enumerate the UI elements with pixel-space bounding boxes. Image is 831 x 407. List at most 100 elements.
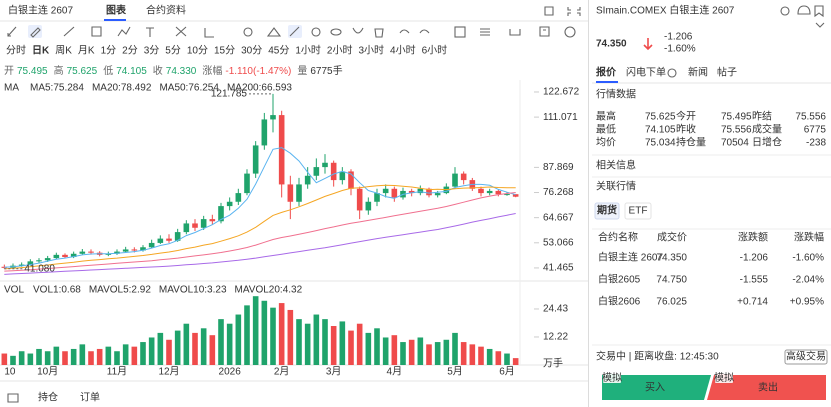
icon-bookmark[interactable]	[814, 5, 824, 18]
period-button[interactable]: 10分	[187, 45, 208, 57]
panel-tab[interactable]: 新闻	[688, 66, 708, 79]
tool-lock2[interactable]	[311, 27, 321, 37]
period-button[interactable]: 5分	[165, 45, 181, 57]
tool-settings[interactable]	[564, 26, 576, 38]
tool-ruler[interactable]	[204, 28, 214, 38]
tool-rect[interactable]	[91, 26, 102, 37]
panel-tab[interactable]: 闪电下单	[626, 66, 666, 79]
subtab-box[interactable]	[594, 202, 620, 220]
tab[interactable]: 图表	[106, 4, 127, 17]
tool-magnet[interactable]	[243, 27, 253, 37]
table-cell[interactable]: 白银2606	[598, 295, 641, 308]
volume-bar	[495, 351, 502, 365]
period-button[interactable]: 3小时	[358, 45, 384, 57]
tool-undo[interactable]	[399, 29, 410, 34]
table-cell[interactable]: 76.025	[656, 297, 687, 308]
last-price: 74.350	[596, 39, 627, 50]
panel-tab[interactable]: 报价	[596, 66, 617, 79]
icon-collapse[interactable]	[815, 22, 825, 28]
period-button[interactable]: 6小时	[422, 45, 448, 57]
tool-measure[interactable]	[175, 26, 187, 37]
sell-label[interactable]: 卖出	[758, 381, 778, 394]
table-cell[interactable]: -2.04%	[792, 275, 824, 286]
bottom-tab[interactable]: 订单	[80, 392, 100, 404]
stat-label: 成交量	[752, 123, 782, 136]
subtab-box[interactable]	[624, 202, 652, 220]
symbol: SImain.COMEX 白银主连 2607	[596, 4, 735, 17]
icon-bell[interactable]	[797, 5, 811, 15]
table-cell[interactable]: +0.714	[737, 297, 768, 308]
table-header: 成交价	[657, 231, 687, 244]
tool-delete[interactable]	[374, 28, 384, 38]
tool-wave[interactable]	[117, 26, 131, 37]
change: -1.206	[664, 32, 693, 43]
tool-magnet2[interactable]	[352, 27, 364, 34]
period-button[interactable]: 分时	[6, 45, 26, 57]
advanced-button[interactable]	[784, 349, 828, 365]
tool-text[interactable]	[146, 27, 154, 37]
volume-bar	[235, 314, 242, 365]
icon-add[interactable]	[780, 6, 790, 16]
table-cell[interactable]: 74.350	[656, 253, 687, 264]
sell-button[interactable]	[707, 375, 826, 400]
volume-bar	[105, 346, 112, 365]
tool-pen[interactable]	[30, 27, 41, 38]
tool-menu[interactable]	[480, 28, 490, 36]
tool-lock[interactable]	[266, 27, 282, 37]
tool-save[interactable]	[509, 29, 521, 36]
period-button[interactable]: 3分	[144, 45, 160, 57]
table-cell[interactable]: 白银2605	[598, 273, 641, 286]
table-cell[interactable]: 74.750	[656, 275, 687, 286]
advanced-label[interactable]: 高级交易	[786, 350, 826, 363]
x-tick-label: 2026	[219, 367, 242, 378]
stat-value: 74.105	[645, 125, 676, 136]
bottom-tab[interactable]: 持仓	[38, 391, 58, 404]
vol-legend: MAVOL10:3.23	[159, 285, 227, 296]
table-cell[interactable]: +0.95%	[790, 297, 824, 308]
period-button[interactable]: 1小时	[295, 45, 321, 57]
tool-layout[interactable]	[454, 26, 466, 38]
period-button[interactable]: 1分	[101, 45, 117, 57]
period-button[interactable]: 2小时	[327, 45, 353, 57]
volume-bar	[356, 323, 363, 365]
subtab[interactable]: 期货	[597, 204, 617, 217]
period-button[interactable]: 日K	[32, 45, 50, 57]
table-cell[interactable]: -1.60%	[792, 253, 824, 264]
period-button[interactable]: 4小时	[390, 45, 416, 57]
volume-bar	[443, 339, 450, 365]
toolbar[interactable]	[7, 6, 581, 38]
panel-icons[interactable]	[7, 5, 831, 403]
candle-body	[408, 190, 415, 194]
table-cell[interactable]: -1.555	[740, 275, 769, 286]
period-button[interactable]: 30分	[241, 45, 262, 57]
tab[interactable]: 白银主连 2607	[8, 4, 73, 17]
tool-line[interactable]	[63, 26, 75, 37]
tool-cursor[interactable]	[7, 26, 17, 37]
icon-panel[interactable]	[7, 393, 19, 403]
buy-button[interactable]	[602, 375, 711, 400]
volume-bar	[330, 326, 337, 365]
candle-body	[53, 254, 60, 259]
window-fullscreen[interactable]	[567, 7, 581, 16]
panel-tab[interactable]: 帖子	[717, 66, 737, 79]
period-button[interactable]: 周K	[55, 45, 72, 57]
stat-label: 日增仓	[752, 136, 782, 149]
table-cell[interactable]: 白银主连 2607	[598, 251, 663, 264]
window-restore[interactable]	[544, 6, 554, 16]
buy-label[interactable]: 买入	[645, 382, 665, 394]
tool-eye[interactable]	[330, 28, 342, 36]
section-title[interactable]: 相关信息	[596, 159, 636, 172]
icon-list[interactable]	[667, 68, 677, 78]
subtab[interactable]: ETF	[629, 206, 648, 217]
period-button[interactable]: 2分	[122, 45, 138, 57]
period-button[interactable]: 15分	[214, 45, 235, 57]
tab[interactable]: 合约资料	[146, 4, 186, 17]
period-button[interactable]: 月K	[78, 45, 95, 57]
tool-fullscreen[interactable]	[539, 26, 550, 37]
candle-body	[131, 249, 138, 251]
period-button[interactable]: 45分	[268, 45, 289, 57]
vol-legend-title: VOL	[4, 285, 24, 296]
tool-redo[interactable]	[419, 29, 430, 34]
tool-draw[interactable]	[289, 26, 300, 37]
table-cell[interactable]: -1.206	[740, 253, 769, 264]
